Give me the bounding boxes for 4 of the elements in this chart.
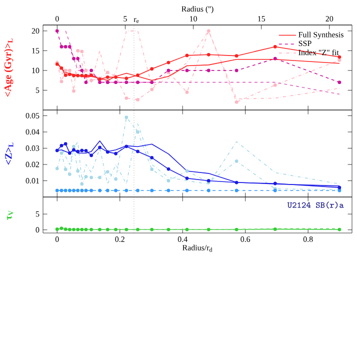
- y-axis-title: τ$_{V}$: [7, 210, 14, 220]
- annotation: U2124 SB(r)a: [287, 202, 344, 209]
- y-axis-title: <Age (Gyr)>$_{L}$: [4, 38, 14, 97]
- y-axis-title: <Z>$_{L}$: [5, 142, 14, 165]
